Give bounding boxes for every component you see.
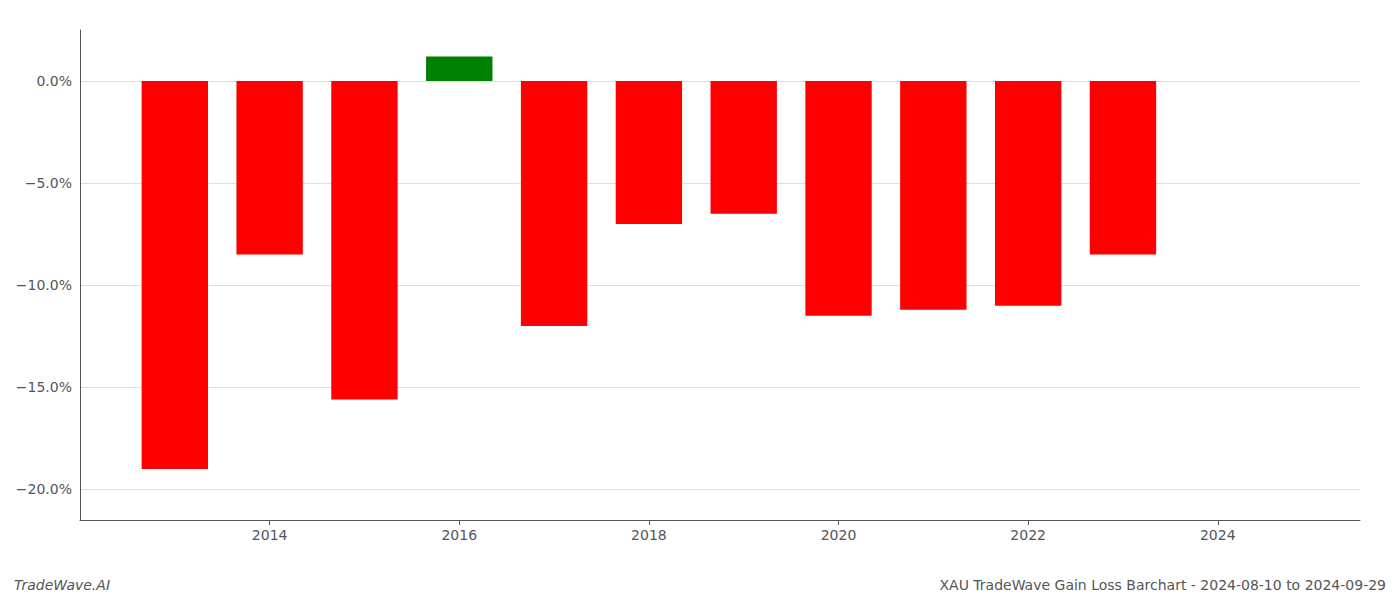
svg-text:−5.0%: −5.0% [25, 175, 72, 191]
svg-text:2024: 2024 [1200, 527, 1236, 543]
svg-text:2014: 2014 [252, 527, 288, 543]
svg-text:0.0%: 0.0% [36, 73, 72, 89]
svg-text:TradeWave.AI: TradeWave.AI [14, 577, 110, 593]
svg-text:2016: 2016 [441, 527, 477, 543]
svg-text:−20.0%: −20.0% [16, 481, 72, 497]
svg-text:2018: 2018 [631, 527, 667, 543]
svg-text:XAU TradeWave Gain Loss Barcha: XAU TradeWave Gain Loss Barchart - 2024-… [939, 577, 1386, 593]
svg-text:−10.0%: −10.0% [16, 277, 72, 293]
svg-text:2022: 2022 [1010, 527, 1046, 543]
svg-text:2020: 2020 [821, 527, 857, 543]
svg-text:−15.0%: −15.0% [16, 379, 72, 395]
